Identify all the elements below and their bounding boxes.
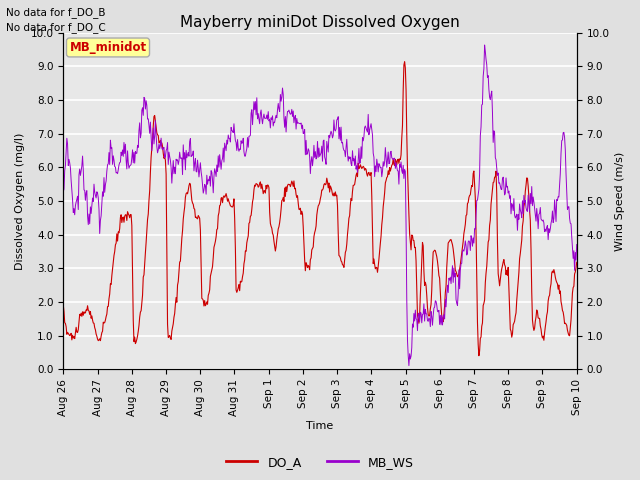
Legend: DO_A, MB_WS: DO_A, MB_WS: [221, 451, 419, 474]
Y-axis label: Dissolved Oxygen (mg/l): Dissolved Oxygen (mg/l): [15, 132, 25, 270]
Y-axis label: Wind Speed (m/s): Wind Speed (m/s): [615, 151, 625, 251]
Title: Mayberry miniDot Dissolved Oxygen: Mayberry miniDot Dissolved Oxygen: [180, 15, 460, 30]
Text: MB_minidot: MB_minidot: [69, 41, 147, 54]
X-axis label: Time: Time: [307, 421, 333, 432]
Text: No data for f_DO_B: No data for f_DO_B: [6, 7, 106, 18]
Text: No data for f_DO_C: No data for f_DO_C: [6, 22, 106, 33]
